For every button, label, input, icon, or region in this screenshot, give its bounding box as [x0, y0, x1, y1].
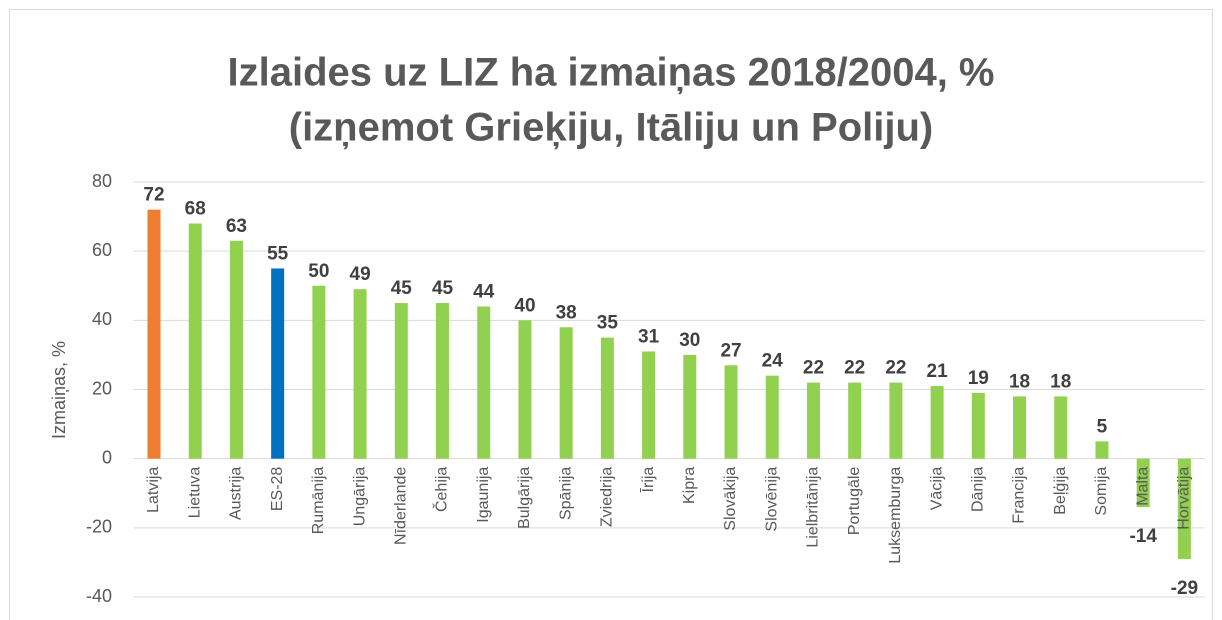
bar: [1013, 396, 1027, 459]
x-tick-label: ES-28: [269, 467, 286, 512]
y-tick-label: 80: [92, 171, 112, 191]
x-tick-label: Nīderlande: [393, 467, 410, 545]
y-tick-label: 20: [92, 378, 112, 398]
data-label: 22: [885, 358, 906, 379]
x-tick-label: Čehija: [432, 467, 451, 512]
data-label: 68: [185, 199, 206, 220]
bar: [353, 289, 367, 459]
bar: [312, 285, 326, 459]
x-tick-label: Luksemburga: [887, 467, 904, 564]
data-label: 18: [1050, 371, 1071, 392]
data-label: 22: [844, 358, 865, 379]
y-tick-label: -40: [86, 586, 112, 606]
bar: [436, 303, 450, 459]
bar: [229, 240, 243, 459]
data-label: 18: [1009, 371, 1030, 392]
bar: [642, 351, 656, 459]
x-tick-label: Spānija: [557, 467, 574, 520]
bar: [1136, 458, 1150, 508]
x-tick-label: Somija: [1093, 467, 1110, 516]
bar: [724, 365, 738, 459]
bar: [971, 392, 985, 459]
x-tick-label: Īrija: [639, 467, 657, 493]
bar: [1177, 458, 1191, 559]
data-label: 35: [597, 313, 619, 334]
bar: [559, 327, 573, 459]
data-label: -29: [1171, 578, 1198, 599]
data-label: 45: [432, 278, 454, 299]
data-label: 21: [927, 361, 949, 382]
data-label: 72: [143, 185, 164, 206]
x-tick-label: Rumānija: [310, 467, 327, 535]
y-tick-label: 40: [92, 309, 112, 329]
x-tick-label: Dānija: [970, 467, 987, 512]
x-tick-label: Horvātija: [1176, 467, 1193, 530]
x-tick-label: Lietuva: [186, 467, 203, 519]
bar: [806, 382, 820, 459]
bar: [765, 375, 779, 459]
bar: [147, 209, 161, 459]
bar: [188, 223, 202, 459]
x-tick-label: Kipra: [681, 467, 698, 504]
x-tick-label: Portugāle: [846, 467, 863, 536]
data-label: 5: [1097, 416, 1108, 437]
y-tick-label: 60: [92, 240, 112, 260]
bar: [683, 354, 697, 459]
x-tick-label: Slovēnija: [763, 467, 780, 532]
x-tick-label: Bulgārija: [516, 467, 533, 529]
x-tick-label: Malta: [1134, 467, 1151, 506]
x-tick-label: Igaunija: [475, 467, 492, 523]
data-label: 44: [473, 282, 495, 303]
chart-title: Izlaides uz LIZ ha izmaiņas 2018/2004, %: [227, 51, 994, 95]
bar: [477, 306, 491, 459]
x-tick-label: Latvija: [145, 467, 162, 513]
data-label: 30: [679, 330, 700, 351]
data-label: 55: [267, 243, 289, 264]
data-label: -14: [1129, 526, 1157, 547]
data-label: 27: [720, 340, 741, 361]
x-tick-label: Beļģija: [1051, 467, 1069, 515]
x-tick-label: Francija: [1011, 467, 1028, 524]
bar: [848, 382, 862, 459]
x-tick-label: Zviedrija: [599, 467, 616, 528]
data-label: 19: [968, 368, 989, 389]
bar: [600, 337, 614, 459]
bar: [394, 303, 408, 459]
y-tick-label: -20: [86, 517, 112, 537]
bar: [930, 386, 944, 459]
data-label: 31: [638, 326, 660, 347]
bar: [271, 268, 285, 459]
data-label: 24: [762, 351, 784, 372]
x-tick-label: Vācija: [928, 467, 945, 511]
data-label: 22: [803, 358, 824, 379]
y-axis-label: Izmaiņas, %: [49, 341, 69, 439]
bar: [1095, 441, 1109, 459]
data-label: 50: [308, 261, 329, 282]
x-tick-label: Ungārija: [351, 467, 368, 527]
data-label: 63: [226, 216, 247, 237]
bar: [889, 382, 903, 459]
chart-title: (izņemot Grieķiju, Itāliju un Poliju): [289, 106, 933, 150]
data-label: 38: [556, 302, 577, 323]
x-tick-label: Austrija: [228, 467, 245, 520]
x-tick-label: Lielbritānija: [805, 467, 822, 548]
data-label: 49: [350, 264, 371, 285]
y-tick-label: 0: [102, 447, 112, 467]
bar: [518, 320, 532, 459]
chart-border: [9, 9, 1213, 620]
data-label: 45: [391, 278, 413, 299]
data-label: 40: [514, 295, 535, 316]
x-tick-label: Slovākija: [722, 467, 739, 531]
bar: [1054, 396, 1068, 459]
